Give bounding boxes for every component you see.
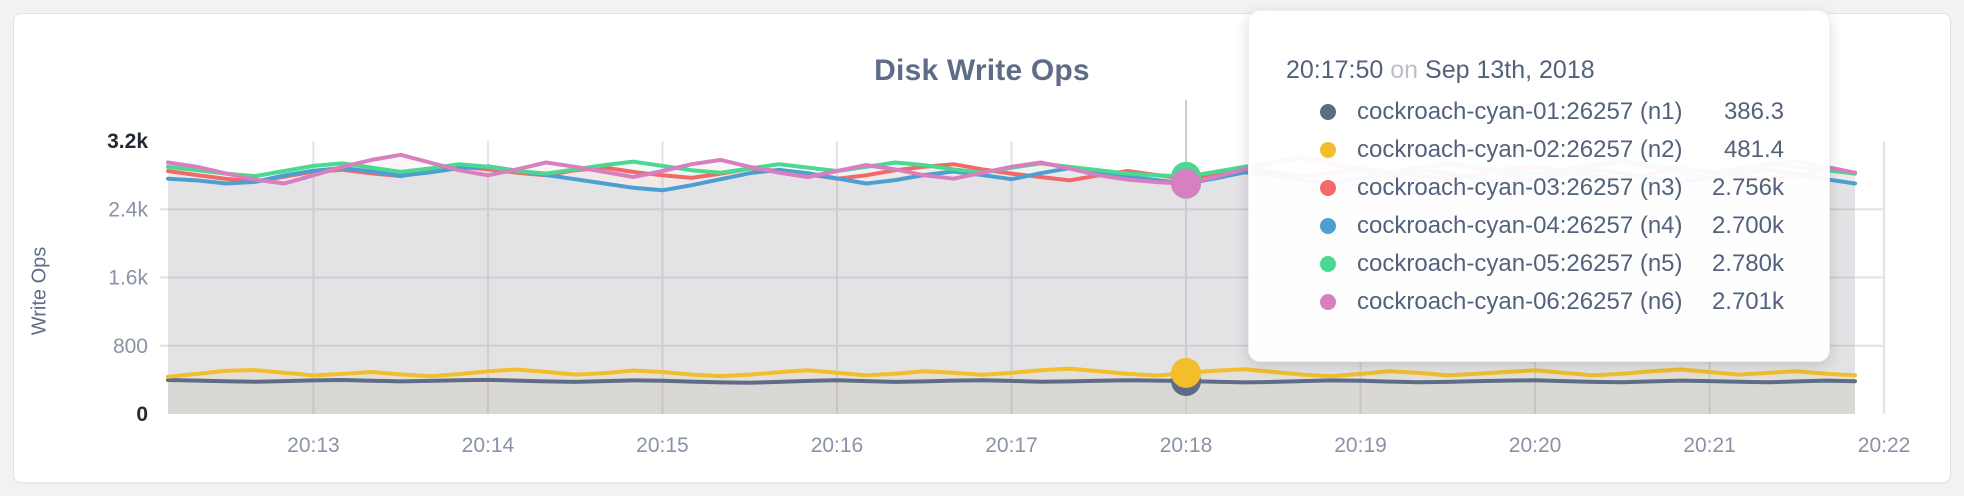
series-value: 2.780k [1711,250,1784,277]
hover-dot-n2 [1171,357,1202,388]
tooltip-series-row: cockroach-cyan-06:26257 (n6) 2.701k [1286,283,1784,321]
series-area-n1 [168,379,1855,414]
series-value: 2.756k [1711,174,1784,201]
series-value: 2.700k [1711,212,1784,239]
x-tick-label: 20:13 [287,434,340,457]
series-name: cockroach-cyan-03:26257 (n3) [1357,174,1683,201]
series-color-dot [1320,142,1336,158]
series-value: 2.701k [1711,288,1784,315]
tooltip-series-row: cockroach-cyan-02:26257 (n2) 481.4 [1286,131,1784,169]
series-line-n1 [166,377,1857,385]
series-line-n2 [166,366,1857,379]
x-tick-label: 20:18 [1160,434,1213,457]
series-name: cockroach-cyan-04:26257 (n4) [1357,212,1683,239]
series-color-dot [1320,218,1336,234]
series-name: cockroach-cyan-05:26257 (n5) [1357,250,1683,277]
y-tick-label: 0 [136,403,148,426]
x-tick-label: 20:16 [811,434,864,457]
tooltip-series-row: cockroach-cyan-04:26257 (n4) 2.700k [1286,207,1784,245]
series-name: cockroach-cyan-06:26257 (n6) [1357,288,1683,315]
tooltip-legend: cockroach-cyan-01:26257 (n1) 386.3 cockroa… [1286,93,1784,321]
x-tick-label: 20:21 [1683,434,1736,457]
chart-title: Disk Write Ops [874,54,1090,87]
x-tick-label: 20:22 [1858,434,1911,457]
series-color-dot [1320,104,1336,120]
y-tick-label: 800 [113,335,148,358]
tooltip-date: Sep 13th, 2018 [1425,56,1595,84]
y-tick-label: 1.6k [108,267,148,290]
y-tick-label: 3.2k [107,130,148,153]
series-color-dot [1320,294,1336,310]
tooltip-time: 20:17:50 [1286,56,1384,84]
x-tick-label: 20:20 [1509,434,1562,457]
series-value: 386.3 [1723,98,1784,125]
series-color-dot [1320,256,1336,272]
series-name: cockroach-cyan-02:26257 (n2) [1357,136,1683,163]
tooltip-series-row: cockroach-cyan-01:26257 (n1) 386.3 [1286,93,1784,131]
tooltip-series-row: cockroach-cyan-05:26257 (n5) 2.780k [1286,245,1784,283]
series-name: cockroach-cyan-01:26257 (n1) [1357,98,1683,125]
x-tick-label: 20:17 [985,434,1038,457]
series-color-dot [1320,180,1336,196]
hover-tooltip: 20:17:50 on Sep 13th, 2018 cockroach-cya… [1248,10,1830,362]
x-tick-label: 20:19 [1334,434,1387,457]
tooltip-header: 20:17:50 on Sep 13th, 2018 [1286,55,1784,85]
y-tick-label: 2.4k [108,198,148,221]
tooltip-series-row: cockroach-cyan-03:26257 (n3) 2.756k [1286,169,1784,207]
hover-dot-n6 [1171,168,1202,199]
tooltip-on-separator: on [1390,56,1419,84]
series-value: 481.4 [1723,136,1784,163]
x-tick-label: 20:15 [636,434,689,457]
x-tick-label: 20:14 [462,434,515,457]
